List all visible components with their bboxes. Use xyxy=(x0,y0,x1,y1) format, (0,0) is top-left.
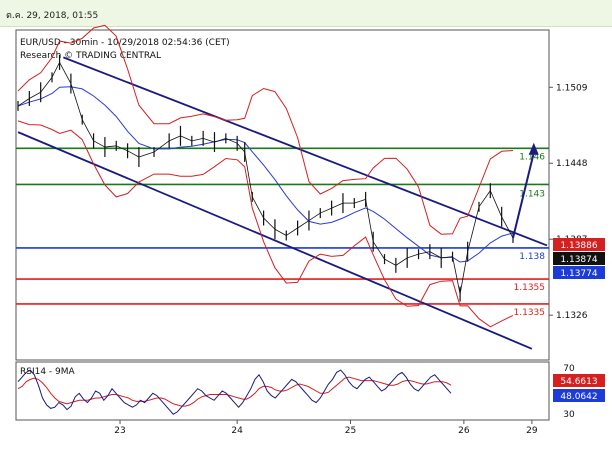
price-tag-label-2: 1.13774 xyxy=(560,269,597,279)
price-path-segment xyxy=(104,145,117,148)
projection-arrow-head xyxy=(528,142,539,155)
price-tag-label-1: 1.13874 xyxy=(560,255,597,265)
rsi-tag-label-1: 48.0642 xyxy=(560,392,597,402)
y-tick-label-3: 1.1326 xyxy=(556,311,588,321)
price-path-segment xyxy=(308,212,321,221)
price-path-segment xyxy=(384,258,397,266)
price-path-segment xyxy=(489,190,503,217)
price-tag-box-1 xyxy=(553,252,605,265)
timestamp: ต.ค. 29, 2018, 01:55 xyxy=(6,11,99,21)
x-tick-label-3: 26 xyxy=(458,426,470,436)
x-tick-label-0: 23 xyxy=(114,426,125,436)
y-tick-label-0: 1.1509 xyxy=(556,83,588,93)
price-tag-box-2 xyxy=(553,266,605,279)
price-path-segment xyxy=(441,256,453,259)
price-path-segment xyxy=(297,220,310,229)
price-path-segment xyxy=(365,199,374,242)
price-path-segment xyxy=(274,228,287,236)
upper-band-line xyxy=(17,24,514,235)
price-tag-box-0 xyxy=(553,238,605,251)
projection-arrow-line xyxy=(512,152,535,239)
level-label-2: 1.138 xyxy=(519,252,545,262)
price-path-segment xyxy=(59,62,72,84)
rsi-tag-box-1 xyxy=(553,389,605,402)
rsi-tag-label-0: 54.6613 xyxy=(560,377,597,387)
level-label-4: 1.1335 xyxy=(514,308,546,318)
price-path-segment xyxy=(93,140,106,148)
price-path-segment xyxy=(153,140,170,153)
price-path-segment xyxy=(127,150,140,158)
price-path-segment xyxy=(81,119,94,142)
price-path-segment xyxy=(17,98,30,107)
price-path-segment xyxy=(29,91,41,99)
moving-average-line xyxy=(17,86,514,263)
price-path-segment xyxy=(180,135,192,142)
price-path-segment xyxy=(372,241,385,260)
price-path-segment xyxy=(320,207,332,214)
price-path-segment xyxy=(70,83,83,120)
level-label-3: 1.1355 xyxy=(514,283,546,293)
rsi-line xyxy=(17,369,452,415)
chart-title: EUR/USD - 30min - 10/29/2018 02:54:36 (C… xyxy=(20,38,230,48)
rsi-tick-label-1: 30 xyxy=(563,410,575,420)
price-path-segment xyxy=(244,151,253,197)
price-path-segment xyxy=(418,251,430,255)
x-tick-label-2: 25 xyxy=(345,426,356,436)
main-panel xyxy=(15,29,550,361)
channel-line-0 xyxy=(17,131,533,350)
price-path-segment xyxy=(452,256,461,295)
level-label-1: 1.143 xyxy=(519,189,545,199)
price-path-segment xyxy=(354,198,366,204)
price-path-segment xyxy=(138,151,155,158)
price-path-segment xyxy=(203,137,215,143)
price-path-segment xyxy=(286,227,298,236)
price-path-segment xyxy=(168,135,181,142)
price-path-segment xyxy=(478,190,491,208)
rsi-tag-box-0 xyxy=(553,374,605,387)
price-path-segment xyxy=(429,251,442,259)
y-tick-label-1: 1.1448 xyxy=(556,159,588,169)
price-path-segment xyxy=(191,137,204,142)
chart-subtitle: Research © TRADING CENTRAL xyxy=(20,51,161,61)
x-tick-label-4: 29 xyxy=(526,426,538,436)
x-tick-label-1: 24 xyxy=(231,426,243,436)
price-path-segment xyxy=(51,62,60,78)
price-path-segment xyxy=(331,202,344,209)
price-path-segment xyxy=(116,145,128,152)
price-tag-label-0: 1.13886 xyxy=(560,241,597,251)
rsi-label: RSI14 - 9MA xyxy=(20,367,76,377)
price-path-segment xyxy=(459,251,469,295)
header-bar: ต.ค. 29, 2018, 01:55 xyxy=(0,0,612,27)
channel-line-1 xyxy=(63,56,548,247)
price-path-segment xyxy=(501,216,514,239)
price-path-segment xyxy=(251,196,264,219)
rsi-tick-label-0: 70 xyxy=(563,364,575,374)
price-path-segment xyxy=(467,206,480,252)
price-path-segment xyxy=(236,143,246,153)
price-path-segment xyxy=(40,77,53,93)
price-path-segment xyxy=(214,137,226,143)
price-path-segment xyxy=(395,257,408,266)
price-path-segment xyxy=(407,253,419,259)
lower-band-line xyxy=(17,120,514,328)
price-path-segment xyxy=(225,137,238,144)
price-path-segment xyxy=(263,217,276,230)
